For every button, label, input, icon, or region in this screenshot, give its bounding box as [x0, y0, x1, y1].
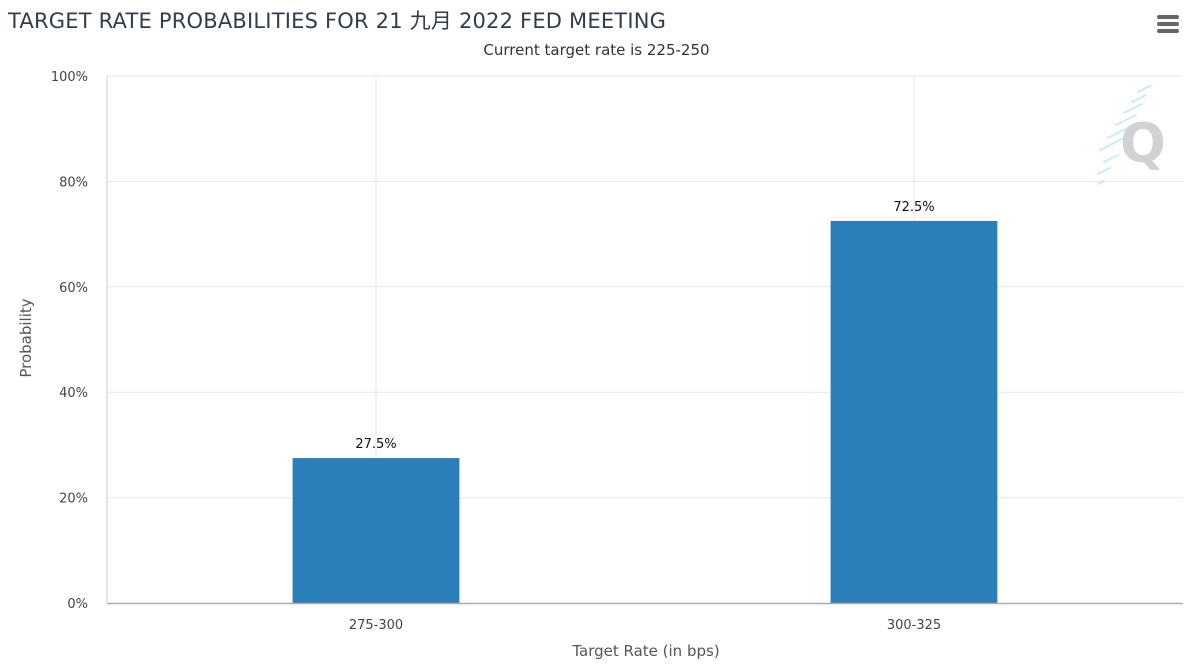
labels: 0% 20% 40% 60% 80% 100% 27.5% 275-300 72.5% 300-3…	[51, 70, 941, 633]
bar	[830, 220, 998, 604]
axes	[106, 76, 1183, 605]
y-axis-title: Probability	[17, 298, 35, 377]
data-label: 72.5%	[893, 200, 934, 215]
watermark-letter: Q	[1120, 112, 1166, 175]
x-tick-label: 275-300	[349, 618, 403, 633]
x-tick-label: 300-325	[887, 618, 941, 633]
hamburger-menu-icon[interactable]	[1154, 11, 1180, 37]
y-tick-label: 60%	[59, 281, 88, 296]
bar	[292, 458, 460, 603]
y-tick-label: 0%	[67, 597, 88, 612]
menu-line	[1157, 29, 1179, 33]
chart-subtitle: Current target rate is 225-250	[483, 41, 710, 59]
chart-title: TARGET RATE PROBABILITIES FOR 21 九月 2022…	[8, 9, 667, 33]
y-tick-label: 20%	[59, 492, 88, 507]
gridlines	[107, 75, 1183, 603]
x-axis-title: Target Rate (in bps)	[571, 642, 719, 660]
y-tick-label: 80%	[59, 175, 88, 190]
menu-line	[1157, 15, 1179, 19]
q-logo-icon: Q	[1097, 85, 1166, 185]
bars	[292, 220, 998, 604]
data-label: 27.5%	[355, 437, 396, 452]
y-tick-label: 40%	[59, 386, 88, 401]
y-tick-label: 100%	[51, 70, 88, 85]
menu-line	[1157, 22, 1179, 26]
